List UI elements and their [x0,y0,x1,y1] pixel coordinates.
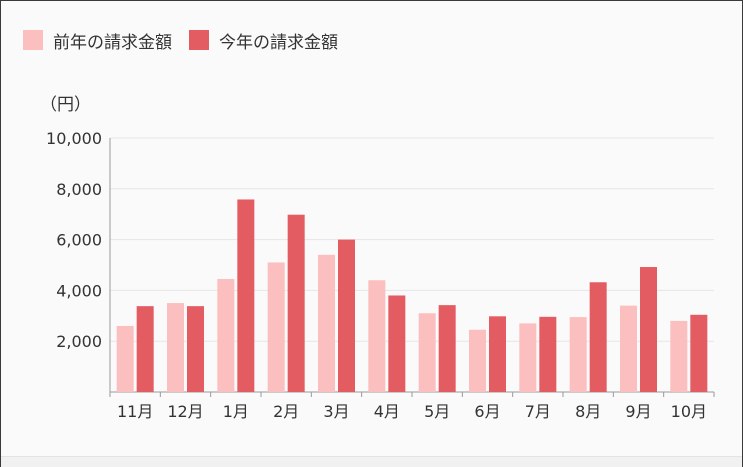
legend-swatch-previous-year [23,30,43,50]
bar-current-year [287,214,305,392]
bar-current-year [388,295,406,392]
bar-current-year [489,316,506,392]
bar-previous-year [217,278,235,392]
x-tick-label: 5月 [424,402,450,421]
bar-previous-year [519,323,537,392]
y-tick-label: 2,000 [56,332,102,351]
x-tick-label: 12月 [167,402,203,421]
bar-current-year [187,306,204,392]
y-tick-label: 8,000 [56,180,102,199]
x-tick-label: 11月 [117,402,153,421]
x-tick-label: 9月 [625,402,651,421]
y-tick-label: 4,000 [56,281,102,300]
legend-swatch-current-year [189,30,209,50]
bar-previous-year [267,262,285,392]
bar-current-year [539,316,557,392]
bar-previous-year [368,280,386,392]
bar-previous-year [569,317,587,392]
x-tick-label: 1月 [223,402,249,421]
x-tick-label: 3月 [323,402,349,421]
legend-label-previous-year: 前年の請求金額 [53,32,172,53]
x-tick-label: 2月 [273,402,299,421]
bar-current-year [438,305,456,392]
x-tick-label: 4月 [374,402,400,421]
legend-label-current-year: 今年の請求金額 [219,32,338,53]
bottom-strip [1,456,742,467]
bar-current-year [237,199,255,392]
x-tick-label: 7月 [525,402,551,421]
bar-current-year [136,306,154,392]
bar-current-year [338,239,355,392]
bar-previous-year [318,254,335,392]
x-tick-label: 6月 [474,402,500,421]
legend-item-previous-year[interactable]: 前年の請求金額 [23,28,172,53]
bar-previous-year [167,303,184,392]
y-tick-label: 10,000 [46,129,102,148]
bar-previous-year [670,320,688,392]
x-tick-label: 8月 [575,402,601,421]
y-unit-label: （円） [40,95,91,115]
bar-previous-year [469,329,486,392]
bar-previous-year [620,305,637,392]
legend: 前年の請求金額 今年の請求金額 [23,28,355,53]
x-tick-label: 10月 [671,402,707,421]
bar-current-year [589,282,607,392]
legend-item-current-year[interactable]: 今年の請求金額 [189,28,338,53]
bar-current-year [640,267,657,392]
bar-previous-year [418,313,436,392]
bar-current-year [690,314,708,392]
bar-previous-year [116,325,134,392]
y-tick-label: 6,000 [56,231,102,250]
